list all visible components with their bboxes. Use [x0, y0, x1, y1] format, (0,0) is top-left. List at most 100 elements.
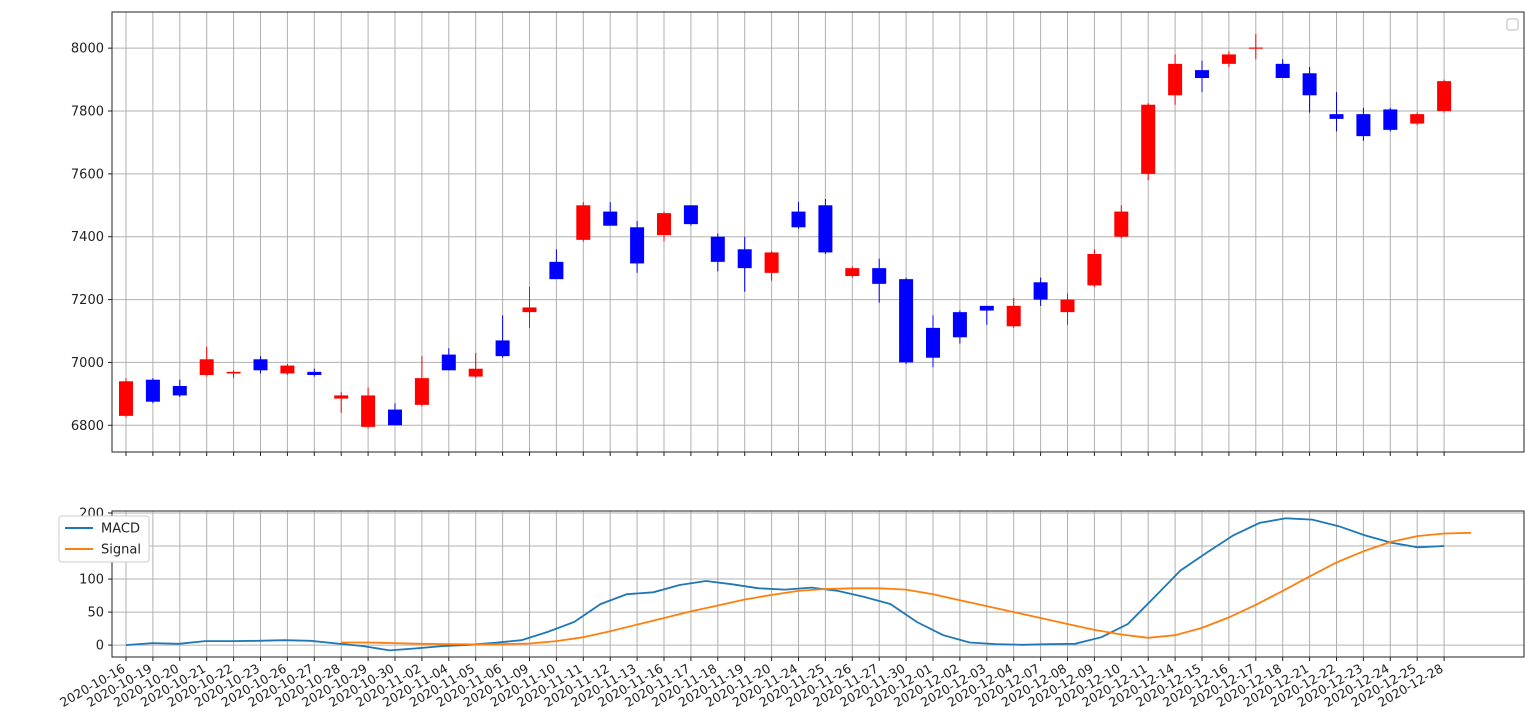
candle — [872, 258, 887, 303]
macd-legend: MACD Signal — [58, 515, 150, 563]
candle-body — [1275, 63, 1290, 78]
macd-plot-frame — [111, 510, 1525, 658]
candle-body — [1087, 254, 1102, 286]
date-x-axis: 2020-10-162020-10-192020-10-202020-10-21… — [57, 657, 1446, 710]
candle-body — [388, 409, 402, 426]
macd-gridlines — [112, 511, 1524, 657]
candle — [1248, 34, 1263, 60]
candle-body — [199, 359, 214, 375]
candle — [1356, 107, 1371, 141]
candle-body — [1033, 282, 1048, 300]
series-line-signal — [341, 531, 1472, 646]
macd-lines — [125, 517, 1472, 652]
candle — [576, 202, 591, 242]
candle — [253, 356, 268, 374]
candle — [899, 277, 914, 364]
price-ytick-label: 7600 — [71, 167, 104, 182]
candle-body — [307, 371, 322, 375]
candle — [307, 368, 322, 377]
candle-body — [1114, 211, 1129, 237]
price-ytick-label: 7000 — [71, 356, 104, 371]
price-plot-frame — [111, 11, 1525, 453]
price-legend-box — [1506, 18, 1519, 31]
candle — [1006, 298, 1021, 328]
legend-label-macd: MACD — [101, 522, 140, 537]
candle — [1168, 54, 1183, 105]
legend-label-signal: Signal — [101, 543, 141, 558]
candle — [1141, 103, 1156, 181]
candle — [119, 378, 133, 418]
candle-body — [549, 261, 564, 280]
candle-body — [710, 236, 725, 262]
price-ytick-label: 8000 — [71, 42, 104, 57]
candle-body — [818, 205, 833, 253]
candle — [280, 364, 295, 375]
candle-body — [119, 381, 133, 416]
candle — [334, 392, 349, 413]
candle-body — [1302, 73, 1317, 96]
candle-body — [495, 340, 510, 357]
candle — [1033, 277, 1048, 306]
candle — [630, 221, 645, 273]
candle — [1087, 249, 1102, 287]
candle — [388, 403, 402, 426]
candlesticks — [119, 34, 1452, 429]
candle-body — [253, 359, 268, 371]
candle-body — [576, 205, 591, 240]
candle-body — [603, 211, 618, 226]
candle-body — [952, 312, 967, 338]
candle — [603, 202, 618, 226]
candle — [1410, 112, 1425, 126]
candle — [145, 378, 160, 404]
macd-ytick-label: 50 — [87, 606, 104, 621]
candle — [495, 315, 510, 358]
candle — [522, 287, 537, 328]
candle-body — [1410, 114, 1425, 124]
candle-body — [1437, 81, 1452, 111]
candle-body — [226, 371, 241, 374]
candle — [226, 370, 241, 379]
candle — [791, 202, 806, 229]
candle-body — [1168, 63, 1183, 96]
candle — [361, 387, 376, 429]
candle-body — [1383, 109, 1398, 130]
candlestick-panel: 6800 7000 7200 7400 7600 7800 8000 — [71, 11, 1525, 456]
candle — [1114, 205, 1129, 239]
candle-body — [172, 386, 187, 396]
series-line-macd — [125, 517, 1445, 652]
macd-ytick-label: 0 — [96, 639, 104, 654]
candle — [818, 199, 833, 254]
candle-body — [1195, 70, 1209, 78]
candle-body — [683, 205, 698, 225]
candle — [845, 266, 860, 278]
candle-body — [1329, 114, 1344, 119]
candle — [683, 205, 698, 226]
candle-body — [414, 378, 429, 405]
candle-body — [791, 211, 806, 228]
candle — [1329, 92, 1344, 132]
candle-body — [845, 268, 860, 276]
candle — [737, 236, 752, 292]
candle — [199, 346, 214, 377]
price-ytick-label: 7400 — [71, 230, 104, 245]
candle — [1383, 107, 1398, 132]
candle — [926, 315, 940, 368]
candle — [1302, 67, 1317, 113]
price-ytick-label: 7800 — [71, 105, 104, 120]
candle — [549, 249, 564, 280]
candle-body — [280, 365, 295, 374]
candle — [1195, 60, 1209, 93]
price-ytick-label: 7200 — [71, 293, 104, 308]
candle-body — [145, 379, 160, 402]
candle-body — [522, 307, 537, 313]
candle-body — [764, 252, 779, 273]
candle — [1221, 51, 1236, 67]
candle — [952, 310, 967, 344]
candle — [172, 379, 187, 397]
candle-body — [1356, 114, 1371, 137]
candle — [414, 356, 429, 407]
candle-body — [657, 213, 671, 236]
candle — [441, 348, 456, 371]
candle — [764, 250, 779, 281]
